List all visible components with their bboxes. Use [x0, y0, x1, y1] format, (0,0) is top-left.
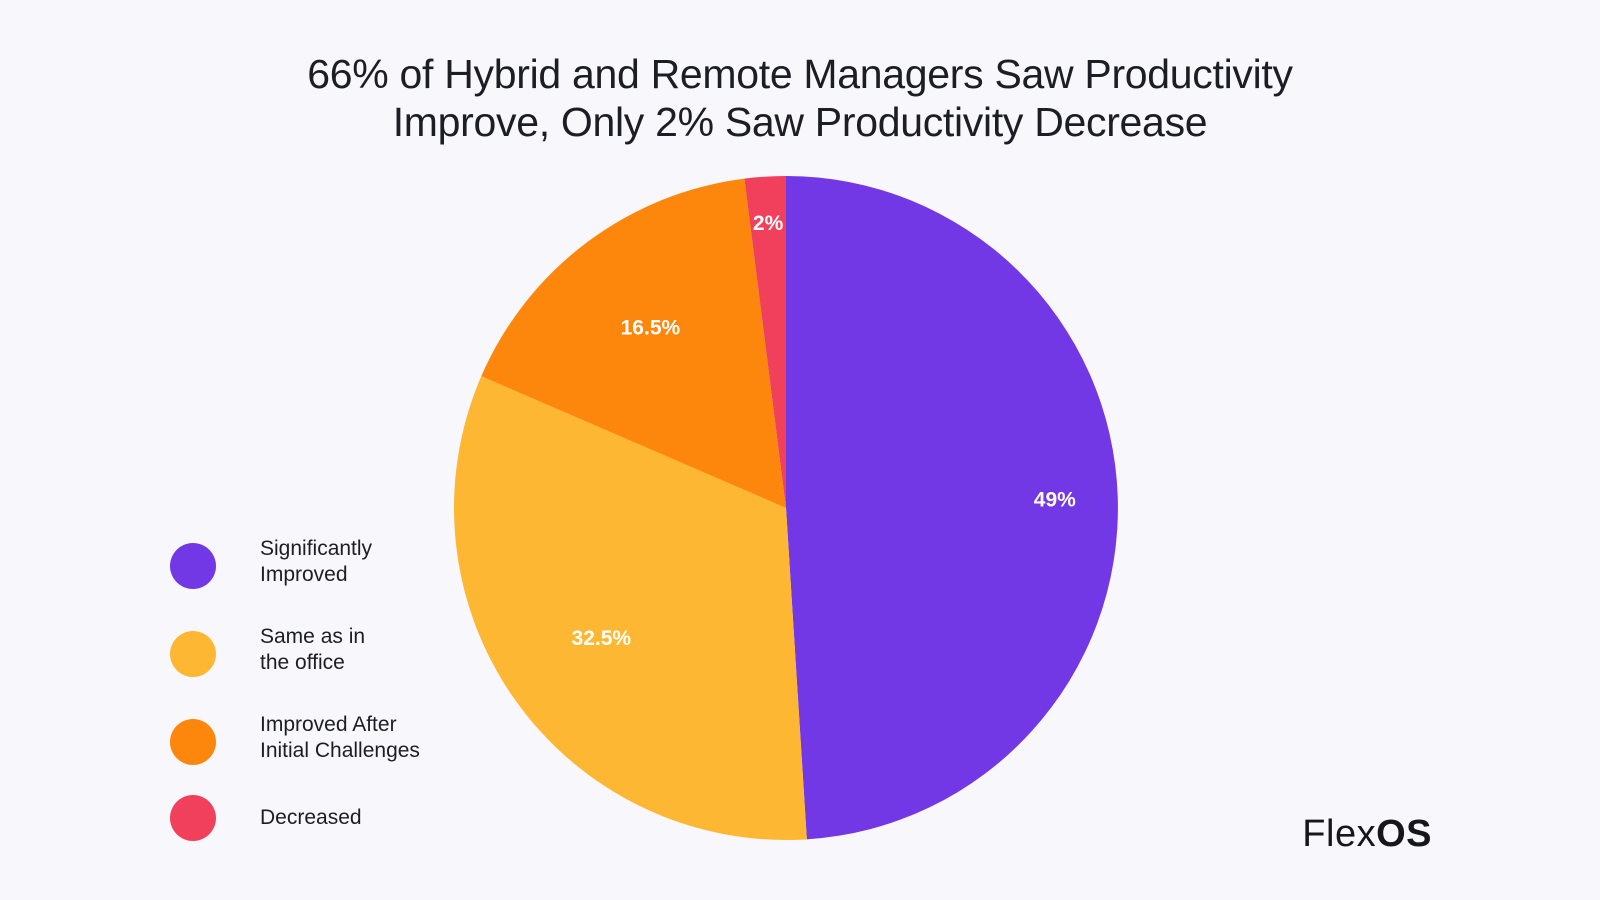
- legend-item: Improved After Initial Challenges: [170, 712, 490, 772]
- logo-text-os: OS: [1376, 813, 1432, 855]
- slice-value-label: 16.5%: [621, 317, 681, 340]
- pie-slice-decreased: [744, 176, 786, 508]
- chart-title: 66% of Hybrid and Remote Managers Saw Pr…: [0, 50, 1600, 146]
- chart-title-line-1: 66% of Hybrid and Remote Managers Saw Pr…: [307, 51, 1293, 97]
- legend-label: Improved After Initial Challenges: [260, 713, 420, 762]
- pie-slice-significantly-improved: [786, 176, 1118, 840]
- legend-item: Decreased: [170, 788, 490, 848]
- logo-text-flex: Flex: [1302, 813, 1377, 855]
- legend-item: Same as in the office: [170, 624, 490, 684]
- slice-value-label: 2%: [753, 212, 784, 235]
- legend-swatch: [170, 631, 216, 677]
- legend-swatch: [170, 795, 216, 841]
- legend-item: Significantly Improved: [170, 536, 490, 596]
- legend-label: Decreased: [260, 806, 362, 829]
- pie-slice-improved-after-initial-challenges: [481, 178, 786, 508]
- legend-swatch: [170, 543, 216, 589]
- pie-slice-same-as-in-the-office: [454, 376, 807, 840]
- legend-label: Same as in the office: [260, 625, 366, 674]
- chart-title-line-2: Improve, Only 2% Saw Productivity Decrea…: [392, 99, 1208, 145]
- flexos-logo: FlexOS: [1302, 812, 1432, 856]
- legend-swatch: [170, 719, 216, 765]
- slice-value-label: 32.5%: [572, 627, 632, 650]
- legend-label: Significantly Improved: [260, 537, 373, 586]
- slice-value-label: 49%: [1034, 489, 1076, 512]
